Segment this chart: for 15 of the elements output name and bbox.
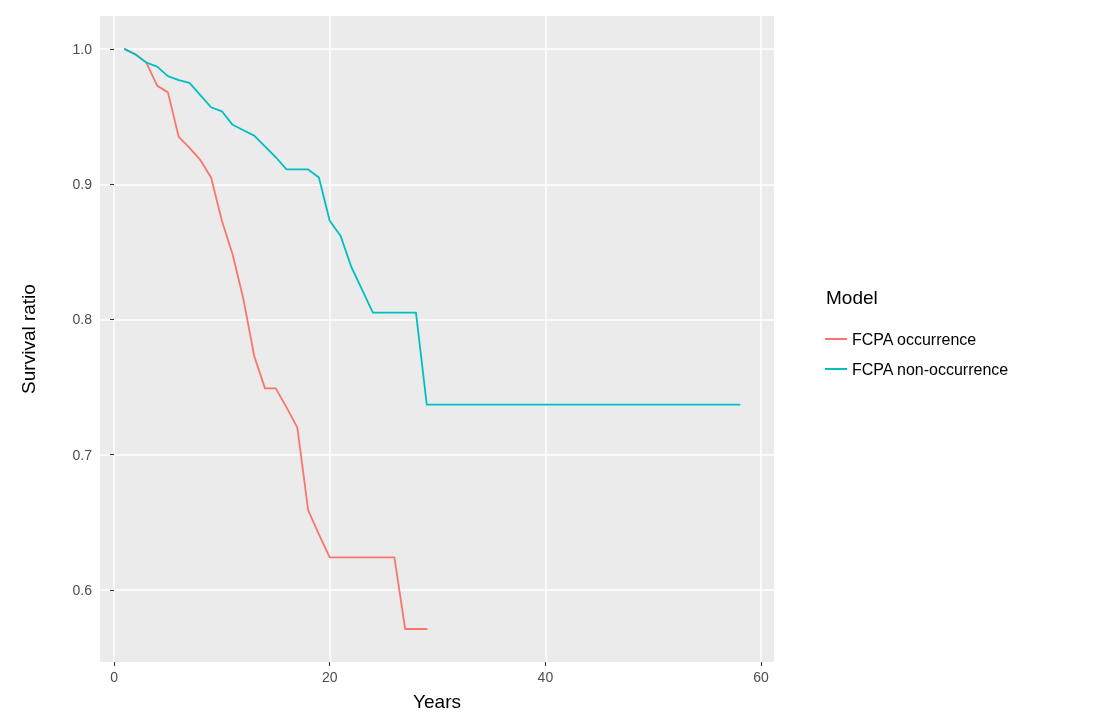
line-series	[123, 48, 741, 406]
x-axis-title: Years	[413, 691, 461, 712]
y-tick-label: 0.9	[72, 176, 93, 193]
x-tick-label: 20	[321, 669, 338, 685]
y-tick-label: 0.6	[72, 581, 93, 598]
y-tick-label: 0.7	[72, 446, 93, 463]
legend-title: Model	[826, 287, 878, 308]
x-tick-label: 0	[110, 669, 119, 685]
y-axis-title: Survival ratio	[18, 284, 39, 394]
legend-label: FCPA occurrence	[852, 330, 977, 348]
legend-label: FCPA non-occurrence	[852, 360, 1009, 378]
y-tick-label: 0.8	[72, 311, 93, 328]
y-tick-label: 1.0	[72, 41, 93, 58]
x-tick-label: 60	[753, 669, 770, 685]
x-tick-label: 40	[537, 669, 554, 685]
